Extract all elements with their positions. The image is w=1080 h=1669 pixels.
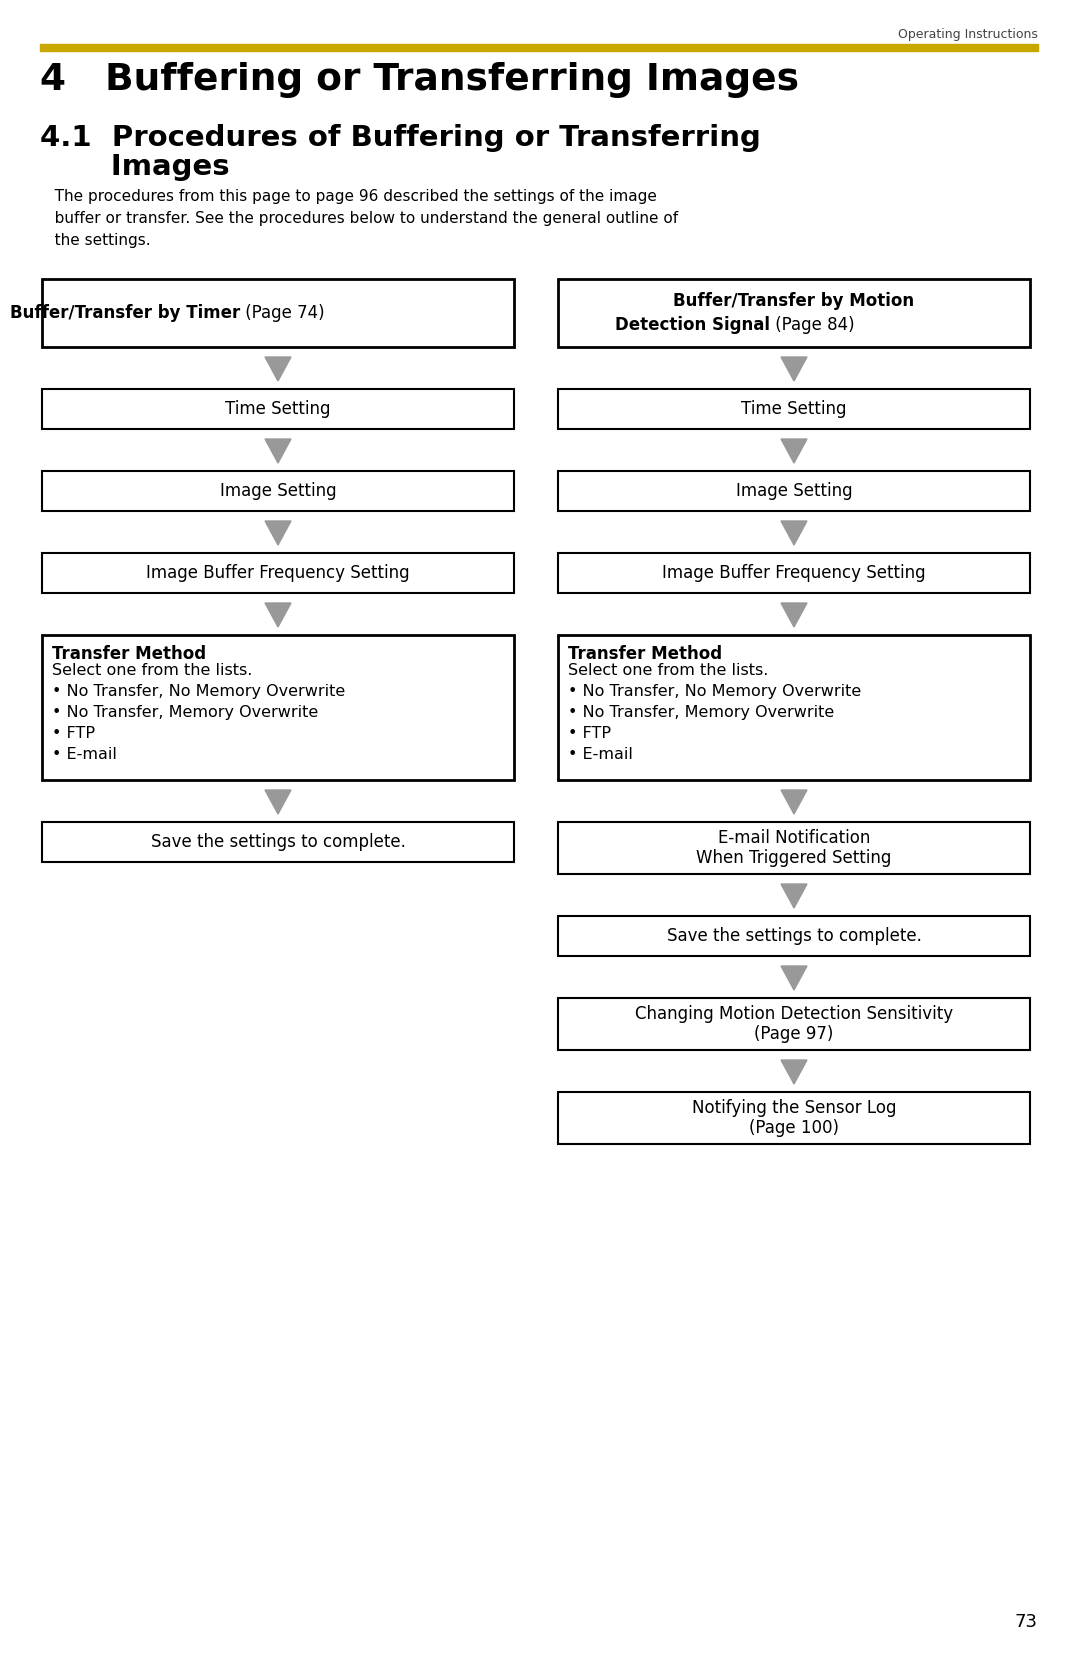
Text: Image Setting: Image Setting	[219, 482, 336, 501]
Bar	[42, 389, 514, 429]
Polygon shape	[781, 1060, 807, 1083]
Text: Time Setting: Time Setting	[226, 401, 330, 417]
Text: Image Buffer Frequency Setting: Image Buffer Frequency Setting	[146, 564, 409, 582]
Bar	[40, 43, 1038, 52]
Text: Save the settings to complete.: Save the settings to complete.	[150, 833, 405, 851]
Bar	[558, 1092, 1030, 1143]
Text: Operating Instructions: Operating Instructions	[899, 28, 1038, 42]
Polygon shape	[265, 603, 291, 628]
Polygon shape	[781, 521, 807, 546]
Bar	[558, 389, 1030, 429]
Bar	[558, 279, 1030, 347]
Text: 4   Buffering or Transferring Images: 4 Buffering or Transferring Images	[40, 62, 799, 98]
Polygon shape	[781, 885, 807, 908]
Text: Notifying the Sensor Log
(Page 100): Notifying the Sensor Log (Page 100)	[692, 1098, 896, 1137]
Text: Image Buffer Frequency Setting: Image Buffer Frequency Setting	[662, 564, 926, 582]
Text: Image Setting: Image Setting	[735, 482, 852, 501]
Text: Select one from the lists.
• No Transfer, No Memory Overwrite
• No Transfer, Mem: Select one from the lists. • No Transfer…	[568, 663, 861, 763]
Text: Select one from the lists.
• No Transfer, No Memory Overwrite
• No Transfer, Mem: Select one from the lists. • No Transfer…	[52, 663, 346, 763]
Text: Transfer Method: Transfer Method	[52, 644, 206, 663]
Bar	[42, 279, 514, 347]
Text: Detection Signal: Detection Signal	[615, 315, 770, 334]
Bar	[558, 634, 1030, 779]
Bar	[558, 916, 1030, 956]
Polygon shape	[781, 603, 807, 628]
Bar	[42, 634, 514, 779]
Text: E-mail Notification
When Triggered Setting: E-mail Notification When Triggered Setti…	[697, 828, 892, 868]
Bar	[42, 552, 514, 592]
Polygon shape	[781, 439, 807, 462]
Text: 73: 73	[1015, 1612, 1038, 1631]
Polygon shape	[781, 966, 807, 990]
Polygon shape	[265, 789, 291, 814]
Text: (Page 74): (Page 74)	[240, 304, 325, 322]
Bar	[558, 823, 1030, 875]
Bar	[42, 471, 514, 511]
Text: Buffer/Transfer by Timer: Buffer/Transfer by Timer	[10, 304, 240, 322]
Polygon shape	[265, 357, 291, 381]
Text: Transfer Method: Transfer Method	[568, 644, 723, 663]
Polygon shape	[781, 357, 807, 381]
Polygon shape	[781, 789, 807, 814]
Text: Changing Motion Detection Sensitivity
(Page 97): Changing Motion Detection Sensitivity (P…	[635, 1005, 953, 1043]
Text: The procedures from this page to page 96 described the settings of the image
   : The procedures from this page to page 96…	[40, 189, 678, 249]
Text: Save the settings to complete.: Save the settings to complete.	[666, 926, 921, 945]
Bar	[558, 998, 1030, 1050]
Text: Images: Images	[40, 154, 230, 180]
Text: 4.1  Procedures of Buffering or Transferring: 4.1 Procedures of Buffering or Transferr…	[40, 124, 761, 152]
Bar	[42, 823, 514, 861]
Polygon shape	[265, 521, 291, 546]
Text: Buffer/Transfer by Motion: Buffer/Transfer by Motion	[674, 292, 915, 310]
Bar	[558, 471, 1030, 511]
Bar	[558, 552, 1030, 592]
Text: Time Setting: Time Setting	[741, 401, 847, 417]
Polygon shape	[265, 439, 291, 462]
Text: (Page 84): (Page 84)	[770, 315, 854, 334]
